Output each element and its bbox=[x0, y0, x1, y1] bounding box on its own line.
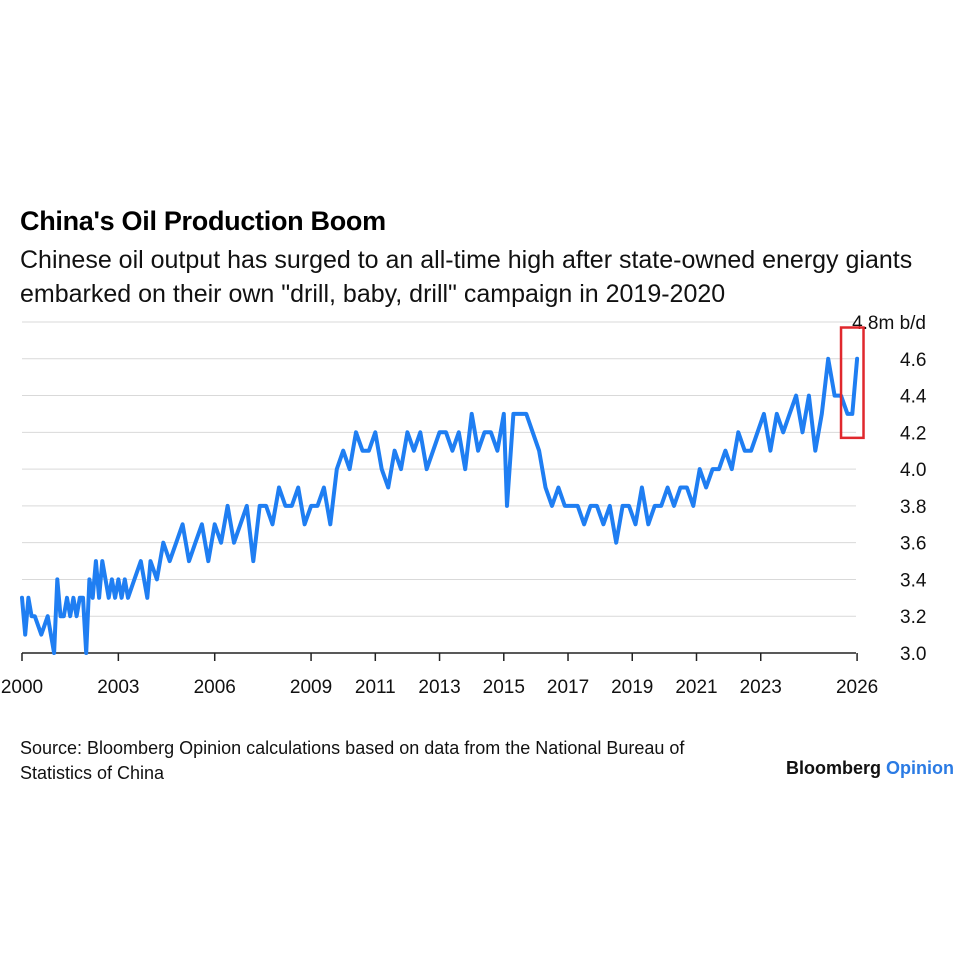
x-tick-label: 2026 bbox=[836, 677, 878, 698]
highlight-box bbox=[839, 326, 865, 440]
source-note: Source: Bloomberg Opinion calculations b… bbox=[20, 738, 685, 783]
series-layer bbox=[20, 356, 860, 655]
y-tick-label: 3.2 bbox=[900, 607, 926, 628]
brand-accent: Opinion bbox=[886, 758, 954, 778]
y-tick-label: 3.0 bbox=[900, 644, 926, 665]
brand-name: Bloomberg bbox=[785, 758, 881, 778]
gridlines bbox=[22, 321, 856, 617]
y-tick-label: 4.2 bbox=[900, 423, 926, 444]
axes: 4.8m b/d 3.0 3.2 3.4 3.6 3.8 4.0 4.2 4.4 4.6 2000 2… bbox=[1, 313, 927, 698]
x-tick-label: 2017 bbox=[547, 677, 589, 698]
y-tick-label: 3.4 bbox=[900, 570, 927, 591]
x-tick-label: 2023 bbox=[740, 677, 782, 698]
y-tick-label: 4.4 bbox=[900, 387, 927, 408]
x-tick-label: 2011 bbox=[355, 677, 396, 698]
x-tick-label: 2003 bbox=[97, 677, 139, 698]
x-tick-label: 2015 bbox=[483, 677, 525, 698]
x-tick-label: 2009 bbox=[290, 677, 332, 698]
y-tick-label: 4.0 bbox=[900, 460, 926, 481]
x-tick-label: 2000 bbox=[1, 677, 43, 698]
series-line bbox=[20, 356, 860, 655]
y-axis-unit-label: 4.8m b/d bbox=[852, 313, 926, 334]
x-tick-label: 2021 bbox=[675, 677, 717, 698]
annotation-layer bbox=[839, 326, 865, 440]
x-tick-label: 2013 bbox=[418, 677, 460, 698]
x-tick-label: 2019 bbox=[611, 677, 653, 698]
y-tick-label: 3.8 bbox=[900, 497, 926, 518]
chart-title: China's Oil Production Boom bbox=[20, 206, 386, 236]
x-tick-label: 2006 bbox=[194, 677, 236, 698]
brand-logo: Bloomberg Opinion bbox=[786, 758, 954, 779]
y-tick-label: 4.6 bbox=[900, 350, 926, 371]
y-tick-label: 3.6 bbox=[900, 534, 926, 555]
chart-subtitle: Chinese oil output has surged to an all-… bbox=[20, 246, 913, 308]
